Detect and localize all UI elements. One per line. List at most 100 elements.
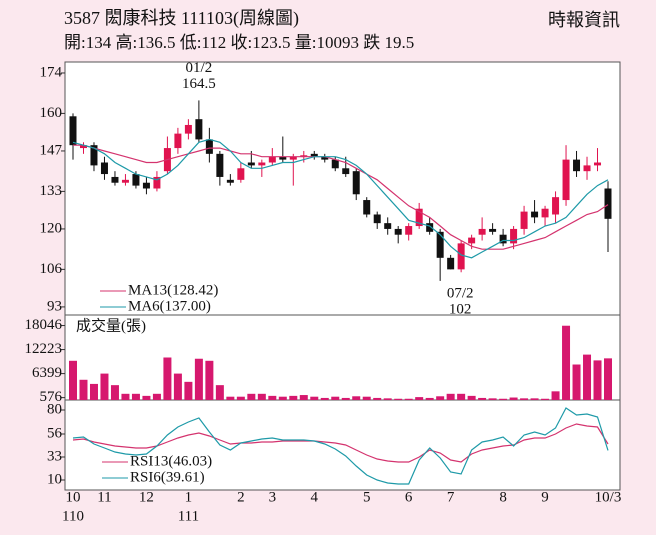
bar — [404, 398, 413, 400]
legend-label: RSI13(46.03) — [130, 453, 212, 469]
bar — [100, 373, 109, 400]
candle-body — [216, 153, 224, 177]
bar — [467, 395, 476, 400]
y-tick-label: 12223 — [25, 341, 63, 357]
candle-body — [268, 156, 276, 163]
bar — [509, 397, 518, 400]
candle-body — [363, 200, 371, 215]
bar — [352, 396, 361, 400]
candle-body — [384, 223, 392, 229]
x-tick-label: 6 — [405, 489, 413, 505]
x-tick-label: 3 — [269, 489, 277, 505]
bar — [205, 360, 214, 400]
legend-label: MA6(137.00) — [128, 298, 211, 314]
candle-body — [142, 182, 150, 189]
x-tick-label: 1 — [185, 489, 193, 505]
candle-body — [415, 208, 423, 227]
bar — [551, 391, 560, 400]
y-tick-label: 33 — [47, 448, 62, 464]
y-tick-label: 93 — [47, 298, 62, 314]
bar — [530, 398, 539, 400]
candle-body — [342, 168, 350, 175]
source: 時報資訊 — [548, 10, 620, 30]
line — [73, 144, 609, 250]
candle-body — [90, 145, 98, 166]
legend-label: MA13(128.42) — [128, 282, 218, 298]
y-tick-label: 133 — [40, 183, 63, 199]
bar — [69, 360, 77, 400]
candle-body — [69, 116, 77, 146]
y-tick-label: 120 — [40, 220, 63, 236]
bar — [163, 357, 172, 400]
candle-body — [541, 208, 549, 218]
bar — [194, 358, 203, 400]
annotation-value: 164.5 — [182, 76, 216, 92]
candle-body — [289, 156, 297, 160]
bar — [373, 397, 382, 400]
bar — [215, 385, 224, 400]
candle-body — [468, 237, 476, 244]
candle-body — [79, 145, 87, 149]
bar — [310, 396, 319, 400]
bar — [604, 358, 612, 400]
legend-label: RSI6(39.61) — [130, 469, 205, 485]
bar — [488, 398, 497, 400]
line — [72, 138, 609, 259]
candle-body — [153, 176, 161, 189]
candle-body — [436, 231, 444, 258]
bar — [226, 396, 235, 400]
bar — [478, 397, 487, 400]
x-tick-label: 11 — [97, 489, 111, 505]
candle-body — [195, 119, 203, 140]
candle-body — [457, 243, 465, 270]
bar — [110, 385, 119, 400]
y-tick-label: 18046 — [25, 317, 63, 333]
x-tick-label: 10/3 — [595, 489, 622, 505]
candle-body — [205, 139, 213, 154]
bar — [131, 393, 140, 400]
x-tick-label: 2 — [237, 489, 245, 505]
bar — [173, 373, 182, 400]
candle-body — [426, 223, 434, 232]
candle-body — [226, 179, 234, 183]
candle-body — [478, 228, 486, 235]
candle-body — [321, 156, 329, 160]
candle-body — [121, 179, 129, 183]
bar — [299, 395, 308, 400]
panel-title: 成交量(張) — [76, 316, 146, 334]
candle-body — [111, 176, 119, 183]
x-tick-label: 12 — [139, 489, 154, 505]
annotation-date: 01/2 — [186, 60, 213, 76]
candle-body — [373, 214, 381, 224]
x-tick-label: 7 — [447, 489, 455, 505]
bar — [320, 397, 329, 400]
candle-body — [237, 168, 245, 180]
candle-body — [573, 159, 581, 172]
candle-body — [300, 155, 308, 157]
bar — [268, 395, 277, 400]
candle-body — [489, 228, 497, 232]
x-tick-label: 9 — [541, 489, 549, 505]
bar — [593, 360, 602, 400]
bar — [572, 364, 581, 400]
bar — [583, 354, 592, 400]
bar — [121, 393, 130, 400]
bar — [79, 379, 88, 400]
bar — [152, 393, 161, 400]
candle-body — [174, 133, 182, 149]
y-tick-label: 10 — [47, 471, 62, 487]
candle-body — [510, 228, 518, 244]
bar — [89, 383, 98, 400]
y-tick-label: 6399 — [32, 365, 62, 381]
bar — [331, 396, 340, 400]
candle-body — [499, 234, 507, 244]
line — [72, 407, 609, 485]
x-tick-label: 10 — [66, 489, 81, 505]
line — [72, 423, 609, 463]
bar — [257, 393, 266, 400]
bar — [457, 393, 466, 400]
candle-body — [100, 162, 108, 175]
candle-body — [184, 124, 192, 134]
candle-body — [552, 197, 560, 215]
